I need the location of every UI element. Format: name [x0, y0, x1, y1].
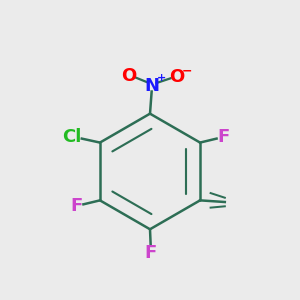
Text: N: N: [144, 76, 159, 94]
Text: O: O: [169, 68, 184, 86]
Text: Cl: Cl: [62, 128, 82, 146]
Text: O: O: [122, 67, 137, 85]
Text: −: −: [182, 64, 193, 77]
Text: F: F: [218, 128, 230, 146]
Text: +: +: [157, 73, 166, 83]
Text: F: F: [70, 197, 82, 215]
Text: F: F: [145, 244, 157, 262]
